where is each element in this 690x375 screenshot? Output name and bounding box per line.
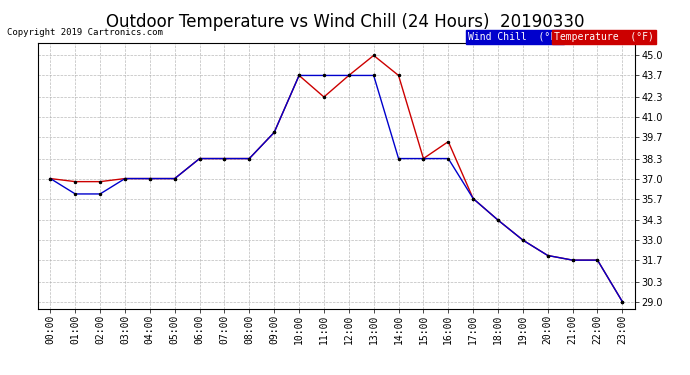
Text: Copyright 2019 Cartronics.com: Copyright 2019 Cartronics.com [7, 28, 163, 37]
Text: Temperature  (°F): Temperature (°F) [554, 32, 654, 42]
Text: Wind Chill  (°F): Wind Chill (°F) [468, 32, 562, 42]
Text: Outdoor Temperature vs Wind Chill (24 Hours)  20190330: Outdoor Temperature vs Wind Chill (24 Ho… [106, 13, 584, 31]
